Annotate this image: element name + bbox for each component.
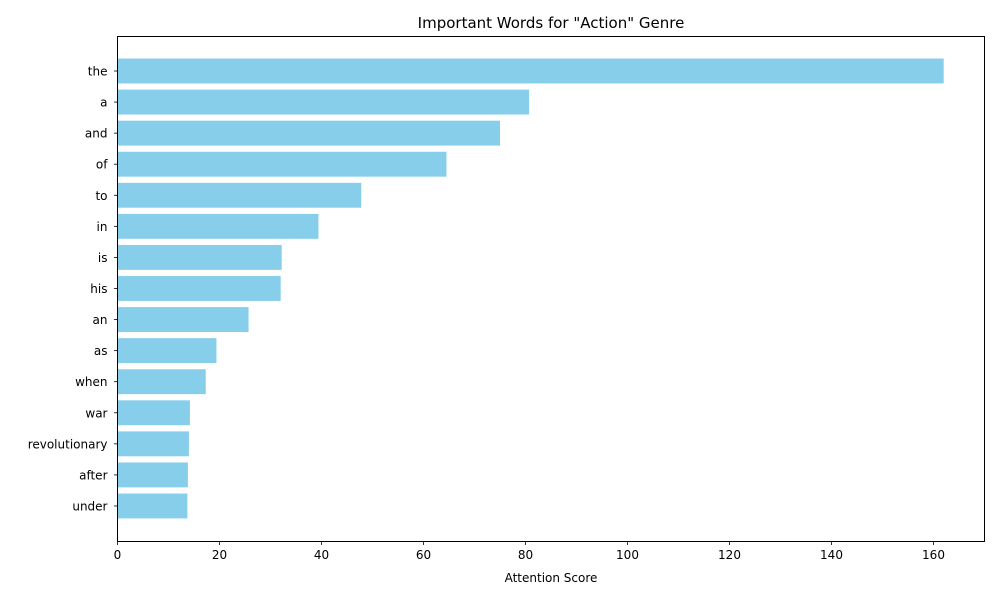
x-tick-label: 20 bbox=[212, 548, 227, 562]
bar-as bbox=[117, 338, 217, 364]
bar-war bbox=[117, 400, 190, 426]
y-tick-label: under bbox=[72, 499, 107, 513]
y-tick-label: the bbox=[88, 65, 108, 79]
y-tick-label: revolutionary bbox=[28, 437, 108, 451]
bar-under bbox=[117, 493, 188, 519]
bar-his bbox=[117, 276, 281, 301]
x-tick-label: 120 bbox=[718, 548, 741, 562]
bar-a bbox=[117, 89, 530, 115]
bar-is bbox=[117, 244, 282, 270]
x-tick-label: 80 bbox=[518, 548, 533, 562]
x-tick-label: 100 bbox=[616, 548, 639, 562]
y-tick-label: war bbox=[85, 406, 107, 420]
y-tick-label: his bbox=[90, 282, 107, 296]
x-tick-label: 140 bbox=[820, 548, 843, 562]
bar-and bbox=[117, 120, 500, 146]
bar-revolutionary bbox=[117, 431, 189, 457]
bar-an bbox=[117, 307, 249, 333]
bar-when bbox=[117, 369, 206, 395]
plot-frame bbox=[117, 36, 985, 542]
bar-after bbox=[117, 462, 188, 488]
y-tick-label: as bbox=[94, 344, 108, 358]
x-tick-label: 40 bbox=[314, 548, 329, 562]
bar-of bbox=[117, 151, 447, 177]
y-tick-label: a bbox=[100, 96, 107, 110]
y-tick-label: when bbox=[75, 375, 107, 389]
x-tick-label: 160 bbox=[922, 548, 945, 562]
bar-to bbox=[117, 182, 362, 208]
y-tick-label: and bbox=[85, 127, 108, 141]
y-tick-label: of bbox=[96, 158, 108, 172]
bar-the bbox=[117, 58, 944, 84]
y-tick-label: after bbox=[79, 468, 107, 482]
x-tick-label: 60 bbox=[416, 548, 431, 562]
x-axis-ticks: 0 20 40 60 80 100 120 140 160 bbox=[114, 541, 945, 562]
bar-in bbox=[117, 213, 319, 239]
y-tick-label: an bbox=[93, 313, 108, 327]
y-tick-label: in bbox=[97, 220, 108, 234]
bars-group bbox=[117, 58, 944, 519]
y-tick-label: is bbox=[98, 251, 108, 265]
x-axis-label: Attention Score bbox=[505, 571, 598, 585]
y-axis-ticks: the a and of to in is his an as when war revolutiona… bbox=[28, 65, 118, 513]
chart-title: Important Words for "Action" Genre bbox=[418, 14, 685, 32]
y-tick-label: to bbox=[95, 189, 107, 203]
x-tick-label: 0 bbox=[114, 548, 122, 562]
